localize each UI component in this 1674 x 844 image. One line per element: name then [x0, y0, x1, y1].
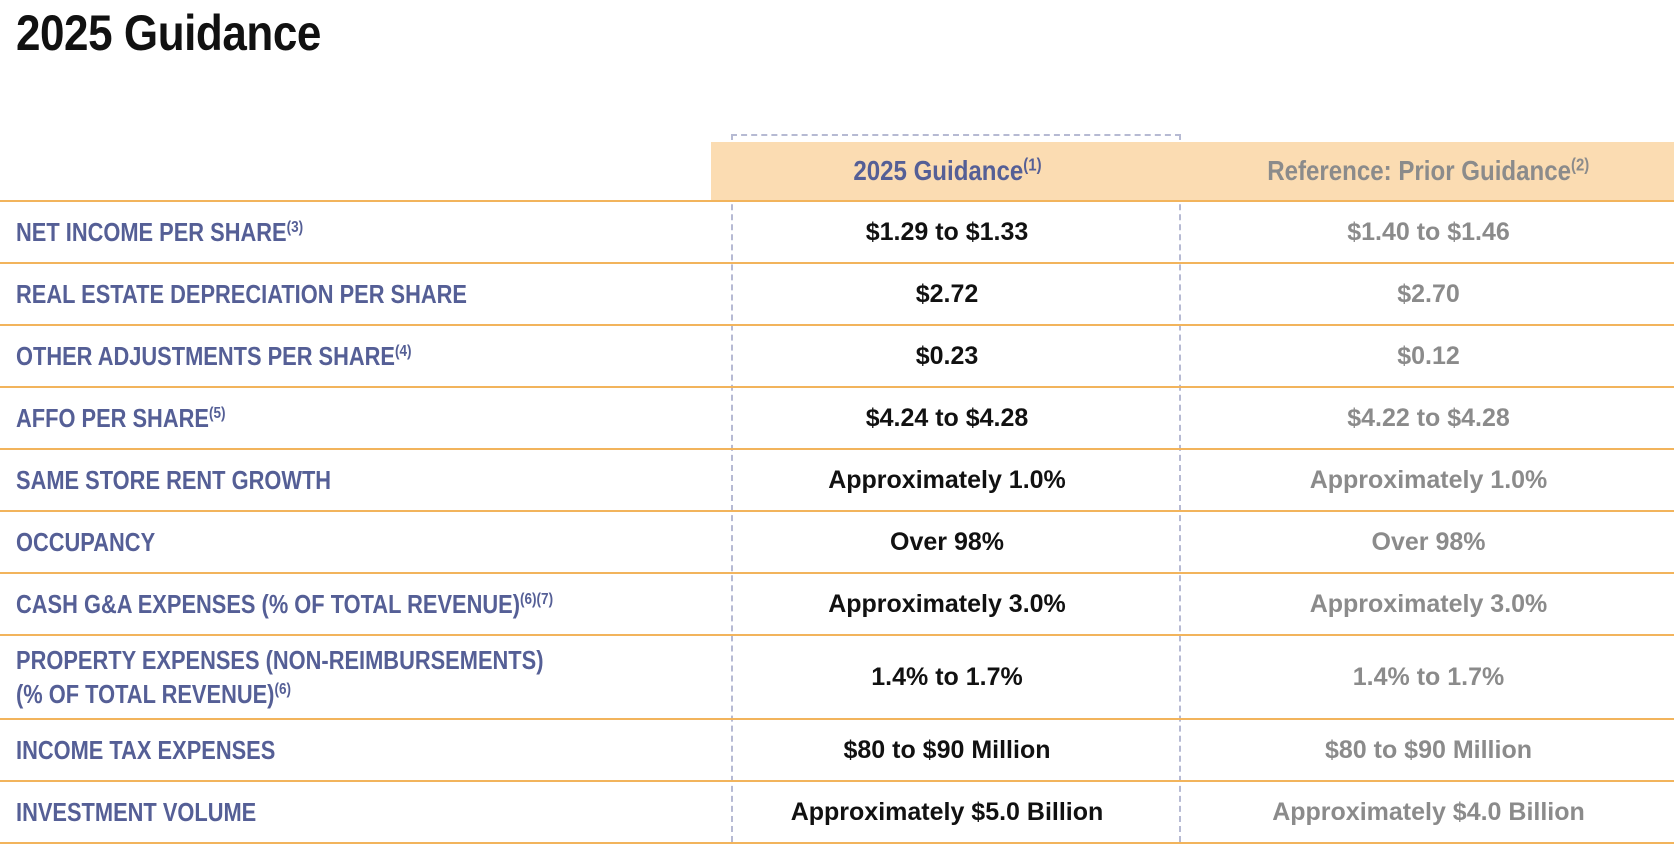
row-footnote: (6): [274, 680, 292, 699]
prior-value: Approximately 3.0%: [1309, 589, 1548, 618]
current-value: $80 to $90 Million: [843, 735, 1051, 764]
prior-value: $2.70: [1397, 279, 1460, 308]
prior-value: $1.40 to $1.46: [1347, 217, 1510, 246]
row-label: NET INCOME PER SHARE(3): [16, 202, 696, 262]
header-current-label: 2025 Guidance: [852, 155, 1023, 186]
row-label-text: SAME STORE RENT GROWTH: [16, 465, 332, 495]
header-current-guidance: 2025 Guidance(1): [711, 142, 1183, 200]
row-label: CASH G&A EXPENSES (% OF TOTAL REVENUE)(6…: [16, 574, 696, 634]
row-label: OTHER ADJUSTMENTS PER SHARE(4): [16, 326, 696, 386]
table-header-row: 2025 Guidance(1) Reference: Prior Guidan…: [0, 142, 1674, 202]
table-row: PROPERTY EXPENSES (NON-REIMBURSEMENTS) (%…: [0, 636, 1674, 720]
header-prior-guidance: Reference: Prior Guidance(2): [1183, 142, 1674, 200]
table-row: OCCUPANCY Over 98% Over 98%: [0, 512, 1674, 574]
row-label-text: PROPERTY EXPENSES (NON-REIMBURSEMENTS): [16, 645, 544, 675]
row-label: SAME STORE RENT GROWTH: [16, 450, 696, 510]
current-value: Approximately 3.0%: [828, 589, 1066, 618]
table-row: NET INCOME PER SHARE(3) $1.29 to $1.33 $…: [0, 202, 1674, 264]
current-value: 1.4% to 1.7%: [871, 662, 1023, 691]
guidance-table: NET INCOME PER SHARE(3) $1.29 to $1.33 $…: [0, 202, 1674, 844]
table-row: REAL ESTATE DEPRECIATION PER SHARE $2.72…: [0, 264, 1674, 326]
row-label: INCOME TAX EXPENSES: [16, 720, 696, 780]
row-label-text: OTHER ADJUSTMENTS PER SHARE: [16, 341, 396, 371]
row-label: INVESTMENT VOLUME: [16, 782, 696, 842]
row-label: AFFO PER SHARE(5): [16, 388, 696, 448]
row-label-text: INCOME TAX EXPENSES: [16, 735, 276, 765]
current-value: $0.23: [915, 341, 979, 370]
prior-value: Approximately $4.0 Billion: [1272, 797, 1585, 826]
table-row: CASH G&A EXPENSES (% OF TOTAL REVENUE)(6…: [0, 574, 1674, 636]
prior-value: $80 to $90 Million: [1324, 735, 1532, 764]
row-footnote: (6)(7): [520, 590, 554, 609]
row-footnote: (4): [395, 342, 412, 361]
prior-value: 1.4% to 1.7%: [1352, 662, 1505, 691]
current-value: $4.24 to $4.28: [865, 403, 1029, 432]
row-label: PROPERTY EXPENSES (NON-REIMBURSEMENTS) (%…: [16, 636, 696, 718]
table-row: SAME STORE RENT GROWTH Approximately 1.0…: [0, 450, 1674, 512]
page-title: 2025 Guidance: [16, 5, 321, 61]
prior-value: $4.22 to $4.28: [1347, 403, 1510, 432]
table-row: INVESTMENT VOLUME Approximately $5.0 Bil…: [0, 782, 1674, 844]
current-value: Approximately 1.0%: [828, 465, 1066, 494]
current-value: $2.72: [915, 279, 979, 308]
table-row: OTHER ADJUSTMENTS PER SHARE(4) $0.23 $0.…: [0, 326, 1674, 388]
row-label: OCCUPANCY: [16, 512, 696, 572]
row-footnote: (5): [208, 404, 226, 423]
row-label-text: REAL ESTATE DEPRECIATION PER SHARE: [16, 279, 468, 309]
header-prior-footnote: (2): [1571, 154, 1590, 175]
row-label-text: AFFO PER SHARE: [16, 403, 209, 433]
row-label-text: OCCUPANCY: [16, 527, 156, 557]
prior-value: $0.12: [1397, 341, 1460, 370]
header-divider: [0, 200, 1674, 202]
current-value: $1.29 to $1.33: [865, 217, 1029, 246]
current-value: Approximately $5.0 Billion: [790, 797, 1104, 826]
header-current-footnote: (1): [1022, 154, 1042, 175]
prior-value: Approximately 1.0%: [1309, 465, 1548, 494]
header-prior-label: Reference: Prior Guidance: [1267, 155, 1572, 186]
row-footnote: (3): [286, 218, 304, 237]
table-row: AFFO PER SHARE(5) $4.24 to $4.28 $4.22 t…: [0, 388, 1674, 450]
row-label: REAL ESTATE DEPRECIATION PER SHARE: [16, 264, 696, 324]
row-label-text: NET INCOME PER SHARE: [16, 217, 287, 247]
row-label-text: INVESTMENT VOLUME: [16, 797, 257, 827]
current-value: Over 98%: [890, 527, 1004, 556]
row-label-text: CASH G&A EXPENSES (% OF TOTAL REVENUE): [16, 589, 521, 619]
row-label-text-line2: (% OF TOTAL REVENUE): [16, 679, 275, 709]
prior-value: Over 98%: [1371, 527, 1486, 556]
table-row: INCOME TAX EXPENSES $80 to $90 Million $…: [0, 720, 1674, 782]
